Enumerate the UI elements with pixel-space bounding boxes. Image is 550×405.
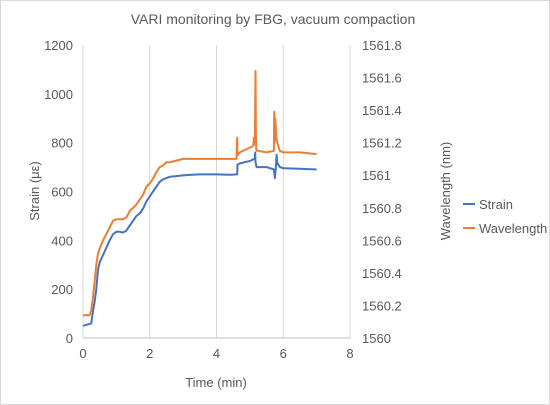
legend: Strain Wavelength [463,197,547,236]
y2-tick-label: 1560.8 [362,201,402,216]
x-axis-label: Time (min) [185,375,247,390]
legend-label-wavelength: Wavelength [479,221,547,236]
x-tick-label: 0 [79,346,86,361]
x-axis-ticks: 0 2 4 6 8 [79,346,353,361]
gridlines [82,45,351,338]
y-tick-label: 0 [66,331,73,346]
series-line-wavelength [83,70,317,317]
y2-tick-label: 1561.2 [362,136,402,151]
y-tick-label: 400 [51,233,73,248]
series-line-strain [82,151,317,327]
x-tick-label: 4 [213,346,220,361]
x-tick-label: 2 [146,346,153,361]
y2-tick-label: 1561.4 [362,103,402,118]
y2-tick-label: 1560.4 [362,266,402,281]
y2-axis-ticks: 1560 1560.2 1560.4 1560.6 1560.8 1561 1561.2 15… [362,38,402,346]
y2-tick-label: 1560.2 [362,298,402,313]
y2-tick-label: 1561 [362,168,391,183]
y2-tick-label: 1560.6 [362,233,402,248]
y2-tick-label: 1561.6 [362,71,402,86]
chart-title: VARI monitoring by FBG, vacuum compactio… [131,11,416,27]
y-tick-label: 200 [51,282,73,297]
x-tick-label: 8 [346,346,353,361]
y-tick-label: 1200 [44,38,73,53]
y2-axis-label: Wavelength (nm) [438,142,453,241]
y-tick-label: 1000 [44,87,73,102]
y-tick-label: 800 [51,136,73,151]
y2-tick-label: 1561.8 [362,38,402,53]
x-tick-label: 6 [280,346,287,361]
y-axis-ticks: 0 200 400 600 800 1000 1200 [44,38,73,346]
y-axis-label: Strain (με) [27,161,42,221]
legend-label-strain: Strain [479,197,513,212]
y2-tick-label: 1560 [362,331,391,346]
series-lines [82,70,317,327]
y-tick-label: 600 [51,185,73,200]
